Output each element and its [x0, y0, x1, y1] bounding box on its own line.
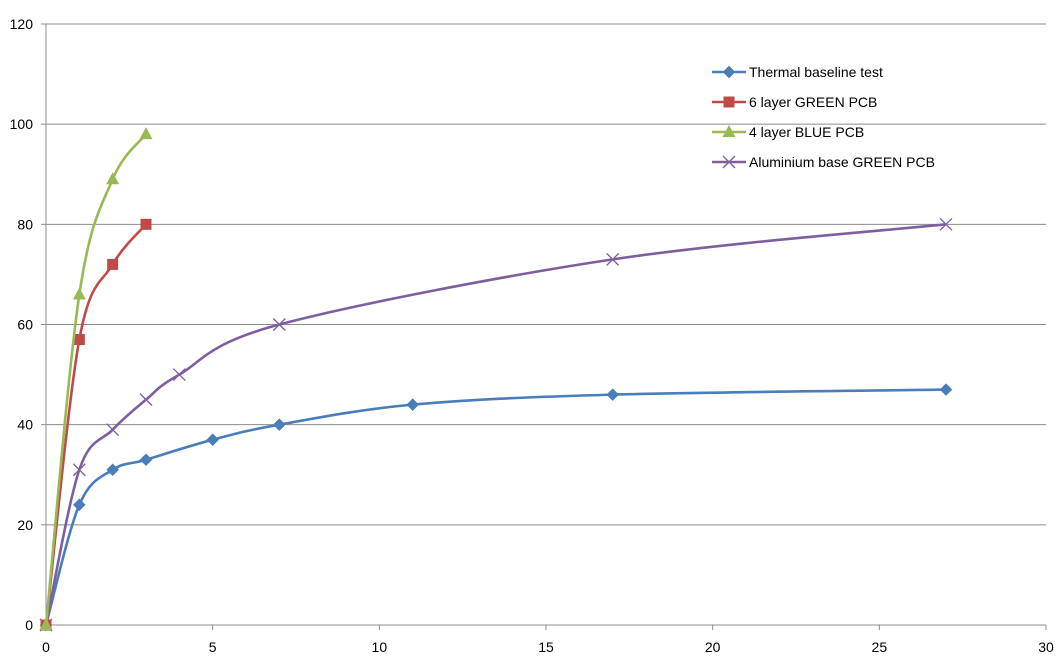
- legend-swatch-marker: [722, 65, 736, 79]
- data-point-2-3: [139, 127, 153, 140]
- series-3: [39, 217, 953, 632]
- data-point-2-2: [106, 172, 120, 185]
- data-point-3-7: [939, 217, 953, 231]
- data-point-0-1: [72, 498, 86, 512]
- data-point-3-2: [106, 423, 120, 437]
- x-tick-label: 10: [372, 639, 388, 655]
- data-point-1-3: [140, 218, 152, 230]
- legend-swatch-marker: [723, 96, 735, 108]
- y-tick-label: 80: [17, 216, 33, 232]
- data-point-3-4: [172, 368, 186, 382]
- y-tick-label: 100: [10, 116, 34, 132]
- y-tick-label: 20: [17, 517, 33, 533]
- legend-label: Thermal baseline test: [749, 64, 883, 80]
- data-point-1-1: [73, 334, 85, 346]
- series-2: [39, 127, 153, 630]
- x-tick-label: 20: [705, 639, 721, 655]
- legend-entry-1: 6 layer GREEN PCB: [712, 94, 877, 110]
- data-point-3-5: [272, 318, 286, 331]
- y-tick-label: 40: [17, 417, 33, 433]
- data-point-3-3: [139, 393, 153, 407]
- data-point-0-5: [272, 418, 286, 432]
- series-line-0: [44, 388, 947, 626]
- series-0: [39, 383, 953, 632]
- y-tick-label: 120: [10, 16, 34, 32]
- data-point-3-1: [72, 463, 86, 477]
- x-tick-label: 5: [209, 639, 217, 655]
- x-tick-label: 30: [1038, 639, 1054, 655]
- legend-label: Aluminium base GREEN PCB: [749, 154, 935, 170]
- legend-label: 4 layer BLUE PCB: [749, 124, 864, 140]
- series-layer: [39, 127, 953, 632]
- series-line-2: [44, 133, 148, 626]
- data-point-3-6: [606, 252, 620, 266]
- data-point-2-1: [72, 287, 86, 300]
- gridlines: [46, 23, 1046, 526]
- data-point-0-3: [139, 453, 153, 467]
- x-tick-label: 0: [42, 639, 50, 655]
- data-point-0-8: [939, 383, 953, 396]
- data-point-0-2: [106, 463, 120, 477]
- data-point-1-2: [107, 258, 119, 270]
- legend-label: 6 layer GREEN PCB: [749, 94, 877, 110]
- y-tick-label: 60: [17, 317, 33, 333]
- axes: 0 20 40 60 80 100 120 0 5 10 15 20 25 30: [10, 16, 1054, 655]
- data-point-0-4: [206, 433, 220, 447]
- legend-swatch-marker: [722, 125, 736, 137]
- y-tick-label: 0: [25, 617, 33, 633]
- data-point-0-7: [606, 388, 620, 401]
- legend-entry-0: Thermal baseline test: [712, 64, 883, 80]
- x-tick-label: 25: [872, 639, 888, 655]
- legend-entry-2: 4 layer BLUE PCB: [712, 124, 864, 140]
- data-point-2-0: [39, 618, 53, 630]
- legend-entry-3: Aluminium base GREEN PCB: [712, 154, 935, 170]
- legend: Thermal baseline test 6 layer GREEN PCB 4 …: [712, 64, 935, 170]
- series-line-3: [44, 223, 947, 626]
- data-point-0-6: [406, 398, 420, 411]
- legend-swatch-marker: [722, 155, 736, 169]
- x-tick-label: 15: [538, 639, 554, 655]
